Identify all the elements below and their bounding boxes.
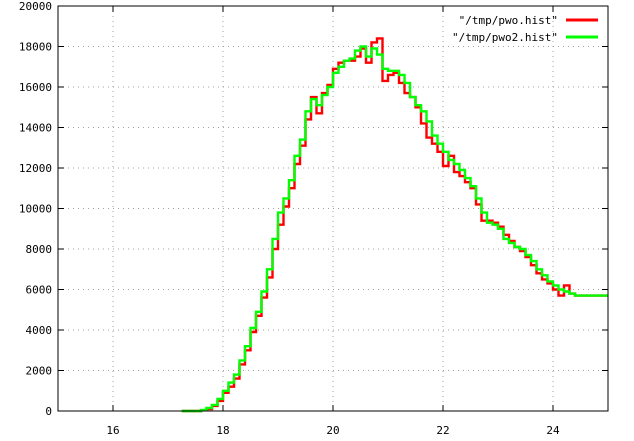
series-line-1 <box>181 37 608 413</box>
y-tick-label: 18000 <box>19 41 52 54</box>
y-tick-label: 14000 <box>19 122 52 135</box>
series-layer <box>181 37 608 413</box>
y-tick-label: 16000 <box>19 81 52 94</box>
y-tick-label: 20000 <box>19 0 52 13</box>
x-tick-label: 22 <box>436 424 449 437</box>
y-tick-label: 8000 <box>26 243 53 256</box>
x-tick-label: 16 <box>106 424 119 437</box>
series-line-2 <box>181 45 608 413</box>
x-tick-label: 20 <box>326 424 339 437</box>
y-tick-label: 6000 <box>26 284 53 297</box>
legend-label-2: "/tmp/pwo2.hist" <box>452 31 558 44</box>
y-tick-label: 0 <box>45 405 52 418</box>
y-tick-label: 12000 <box>19 162 52 175</box>
y-tick-label: 2000 <box>26 365 53 378</box>
tick-layer: 0 2000 4000 6000 8000 10000 12000 14000 16000 180… <box>19 0 608 437</box>
x-tick-label: 18 <box>216 424 229 437</box>
y-tick-label: 4000 <box>26 324 53 337</box>
legend: "/tmp/pwo.hist" "/tmp/pwo2.hist" <box>452 14 598 44</box>
y-tick-label: 10000 <box>19 203 52 216</box>
grid-layer <box>58 6 608 411</box>
x-tick-label: 24 <box>546 424 560 437</box>
legend-label-1: "/tmp/pwo.hist" <box>459 14 558 27</box>
